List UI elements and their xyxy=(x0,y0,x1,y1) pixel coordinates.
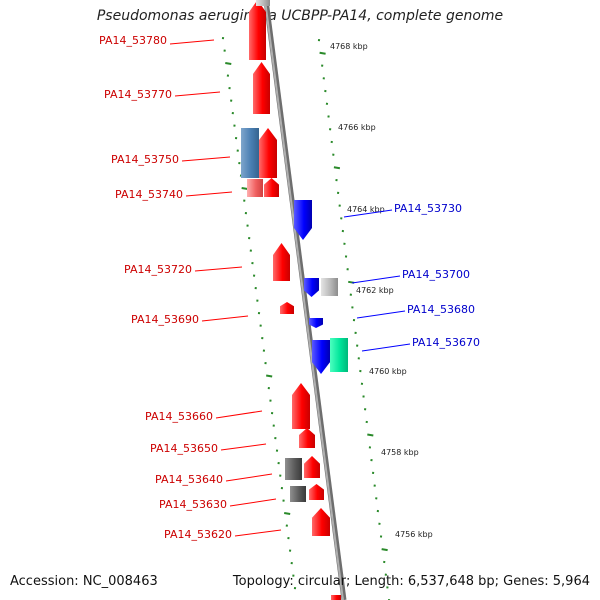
gene-shape-PA14_53740-pink xyxy=(247,179,263,197)
gene-label-PA14_53700: PA14_53700 xyxy=(402,268,470,281)
gene-shape-steel-block xyxy=(241,128,259,178)
gene-shape-PA14_53630 xyxy=(309,484,324,500)
gene-shape-PA14_53750 xyxy=(259,128,277,178)
leader-line-PA14_53620 xyxy=(234,529,282,537)
gene-shape-PA14_53740 xyxy=(264,178,279,197)
gene-label-PA14_53630: PA14_53630 xyxy=(159,498,227,511)
gene-shape-gray-block-2 xyxy=(290,486,306,502)
leader-line-PA14_53640 xyxy=(225,473,273,482)
genome-axis-highlight xyxy=(264,0,344,600)
gene-body xyxy=(247,179,263,197)
gene-label-PA14_53660: PA14_53660 xyxy=(145,410,213,423)
major-tick xyxy=(225,62,232,65)
gene-shape-top-gray xyxy=(256,0,270,6)
gene-body xyxy=(312,340,330,374)
kbp-label: 4756 kbp xyxy=(395,530,433,539)
kbp-label: 4768 kbp xyxy=(330,42,368,51)
gene-shape-PA14_53620 xyxy=(312,508,330,536)
gene-shape-gray-block-1 xyxy=(285,458,302,480)
gene-label-PA14_53620: PA14_53620 xyxy=(164,528,232,541)
gene-body xyxy=(312,508,330,536)
gene-shape-PA14_53650 xyxy=(299,428,315,448)
gene-body xyxy=(331,595,341,600)
leader-line-PA14_53750 xyxy=(181,156,231,162)
gene-shape-PA14_53660 xyxy=(292,383,310,429)
gene-body xyxy=(249,0,266,60)
gene-shape-PA14_53700 xyxy=(304,278,319,297)
gene-label-PA14_53780: PA14_53780 xyxy=(99,34,167,47)
gene-body xyxy=(264,178,279,197)
gene-body xyxy=(299,428,315,448)
gene-shape-PA14_53680 xyxy=(309,318,323,328)
kbp-label: 4764 kbp xyxy=(347,205,385,214)
gene-body xyxy=(292,383,310,429)
kbp-label: 4766 kbp xyxy=(338,123,376,132)
gene-body xyxy=(321,278,338,296)
gene-shape-PA14_53640 xyxy=(304,456,320,478)
gene-body xyxy=(330,338,348,372)
major-tick xyxy=(319,51,326,55)
kbp-label: 4760 kbp xyxy=(369,367,407,376)
gene-shape-edge xyxy=(331,595,341,600)
major-tick xyxy=(266,374,273,378)
topology-text: Topology: circular; Length: 6,537,648 bp… xyxy=(232,574,590,589)
gene-label-PA14_53720: PA14_53720 xyxy=(124,263,192,276)
kbp-label: 4758 kbp xyxy=(381,448,419,457)
major-tick xyxy=(367,433,374,437)
gene-body xyxy=(304,278,319,297)
gene-label-PA14_53770: PA14_53770 xyxy=(104,88,172,101)
gene-shape-PA14_53730 xyxy=(294,200,312,240)
gene-body xyxy=(256,0,270,6)
gene-shape-gray-light-block xyxy=(321,278,338,296)
gene-label-PA14_53690: PA14_53690 xyxy=(131,313,199,326)
gene-body xyxy=(304,456,320,478)
gene-body xyxy=(309,484,324,500)
gene-body xyxy=(309,318,323,328)
gene-label-PA14_53750: PA14_53750 xyxy=(111,153,179,166)
major-tick xyxy=(284,512,291,515)
gene-body xyxy=(273,243,290,281)
leader-line-PA14_53660 xyxy=(215,410,263,419)
gene-shape-PA14_53780 xyxy=(249,0,266,60)
gene-label-PA14_53740: PA14_53740 xyxy=(115,188,183,201)
leader-line-PA14_53670 xyxy=(361,343,411,352)
major-tick xyxy=(381,548,388,552)
gene-label-PA14_53650: PA14_53650 xyxy=(150,442,218,455)
gene-body xyxy=(241,128,259,178)
leader-line-PA14_53680 xyxy=(356,310,406,319)
gene-body xyxy=(290,486,306,502)
leader-line-PA14_53650 xyxy=(220,443,267,451)
leader-line-PA14_53770 xyxy=(174,91,221,97)
gene-body xyxy=(294,200,312,240)
major-tick xyxy=(241,187,248,190)
genome-title: Pseudomonas aeruginosa UCBPP-PA14, compl… xyxy=(96,8,504,24)
leader-line-PA14_53700 xyxy=(351,275,401,284)
gene-shape-PA14_53720 xyxy=(273,243,290,281)
major-tick xyxy=(333,166,341,170)
gene-label-PA14_53640: PA14_53640 xyxy=(155,473,223,486)
gene-label-PA14_53730: PA14_53730 xyxy=(394,202,462,215)
gene-shape-PA14_53770 xyxy=(253,62,270,114)
leader-line-PA14_53720 xyxy=(194,266,243,272)
leader-line-PA14_53780 xyxy=(169,39,215,45)
gene-body xyxy=(285,458,302,480)
gene-body xyxy=(259,128,277,178)
gene-label-PA14_53680: PA14_53680 xyxy=(407,303,475,316)
gene-shape-PA14_53690 xyxy=(280,302,294,314)
accession-text: Accession: NC_008463 xyxy=(10,574,158,589)
gene-label-PA14_53670: PA14_53670 xyxy=(412,336,480,349)
kbp-label: 4762 kbp xyxy=(356,286,394,295)
gene-body xyxy=(280,302,294,314)
gene-shape-PA14_53670 xyxy=(312,340,330,374)
leader-line-PA14_53740 xyxy=(185,191,233,197)
gene-shape-teal-block xyxy=(330,338,348,372)
leader-line-PA14_53730 xyxy=(343,209,393,218)
gene-body xyxy=(253,62,270,114)
leader-line-PA14_53630 xyxy=(229,498,277,507)
leader-line-PA14_53690 xyxy=(201,315,249,322)
